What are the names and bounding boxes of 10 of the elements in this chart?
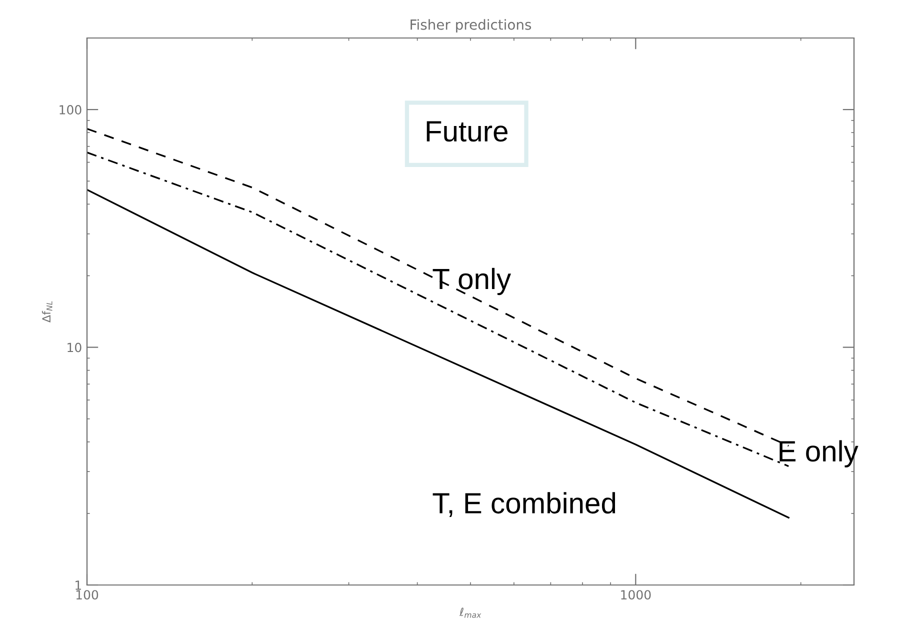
annotation: T only — [432, 268, 512, 296]
chart-title: Fisher predictions — [410, 19, 532, 33]
x-tick-label: 1000 — [621, 590, 651, 600]
annotation: T, E combined — [432, 492, 616, 518]
y-tick-label: 10 — [68, 342, 82, 352]
y-axis-title: Δf$_{NL}$ — [42, 301, 52, 322]
y-tick-label: 1 — [76, 580, 81, 590]
y-tick-label: 100 — [60, 105, 82, 114]
x-axis-title: ℓ$_{max}$ — [459, 608, 482, 618]
annotation: Future — [426, 121, 508, 142]
